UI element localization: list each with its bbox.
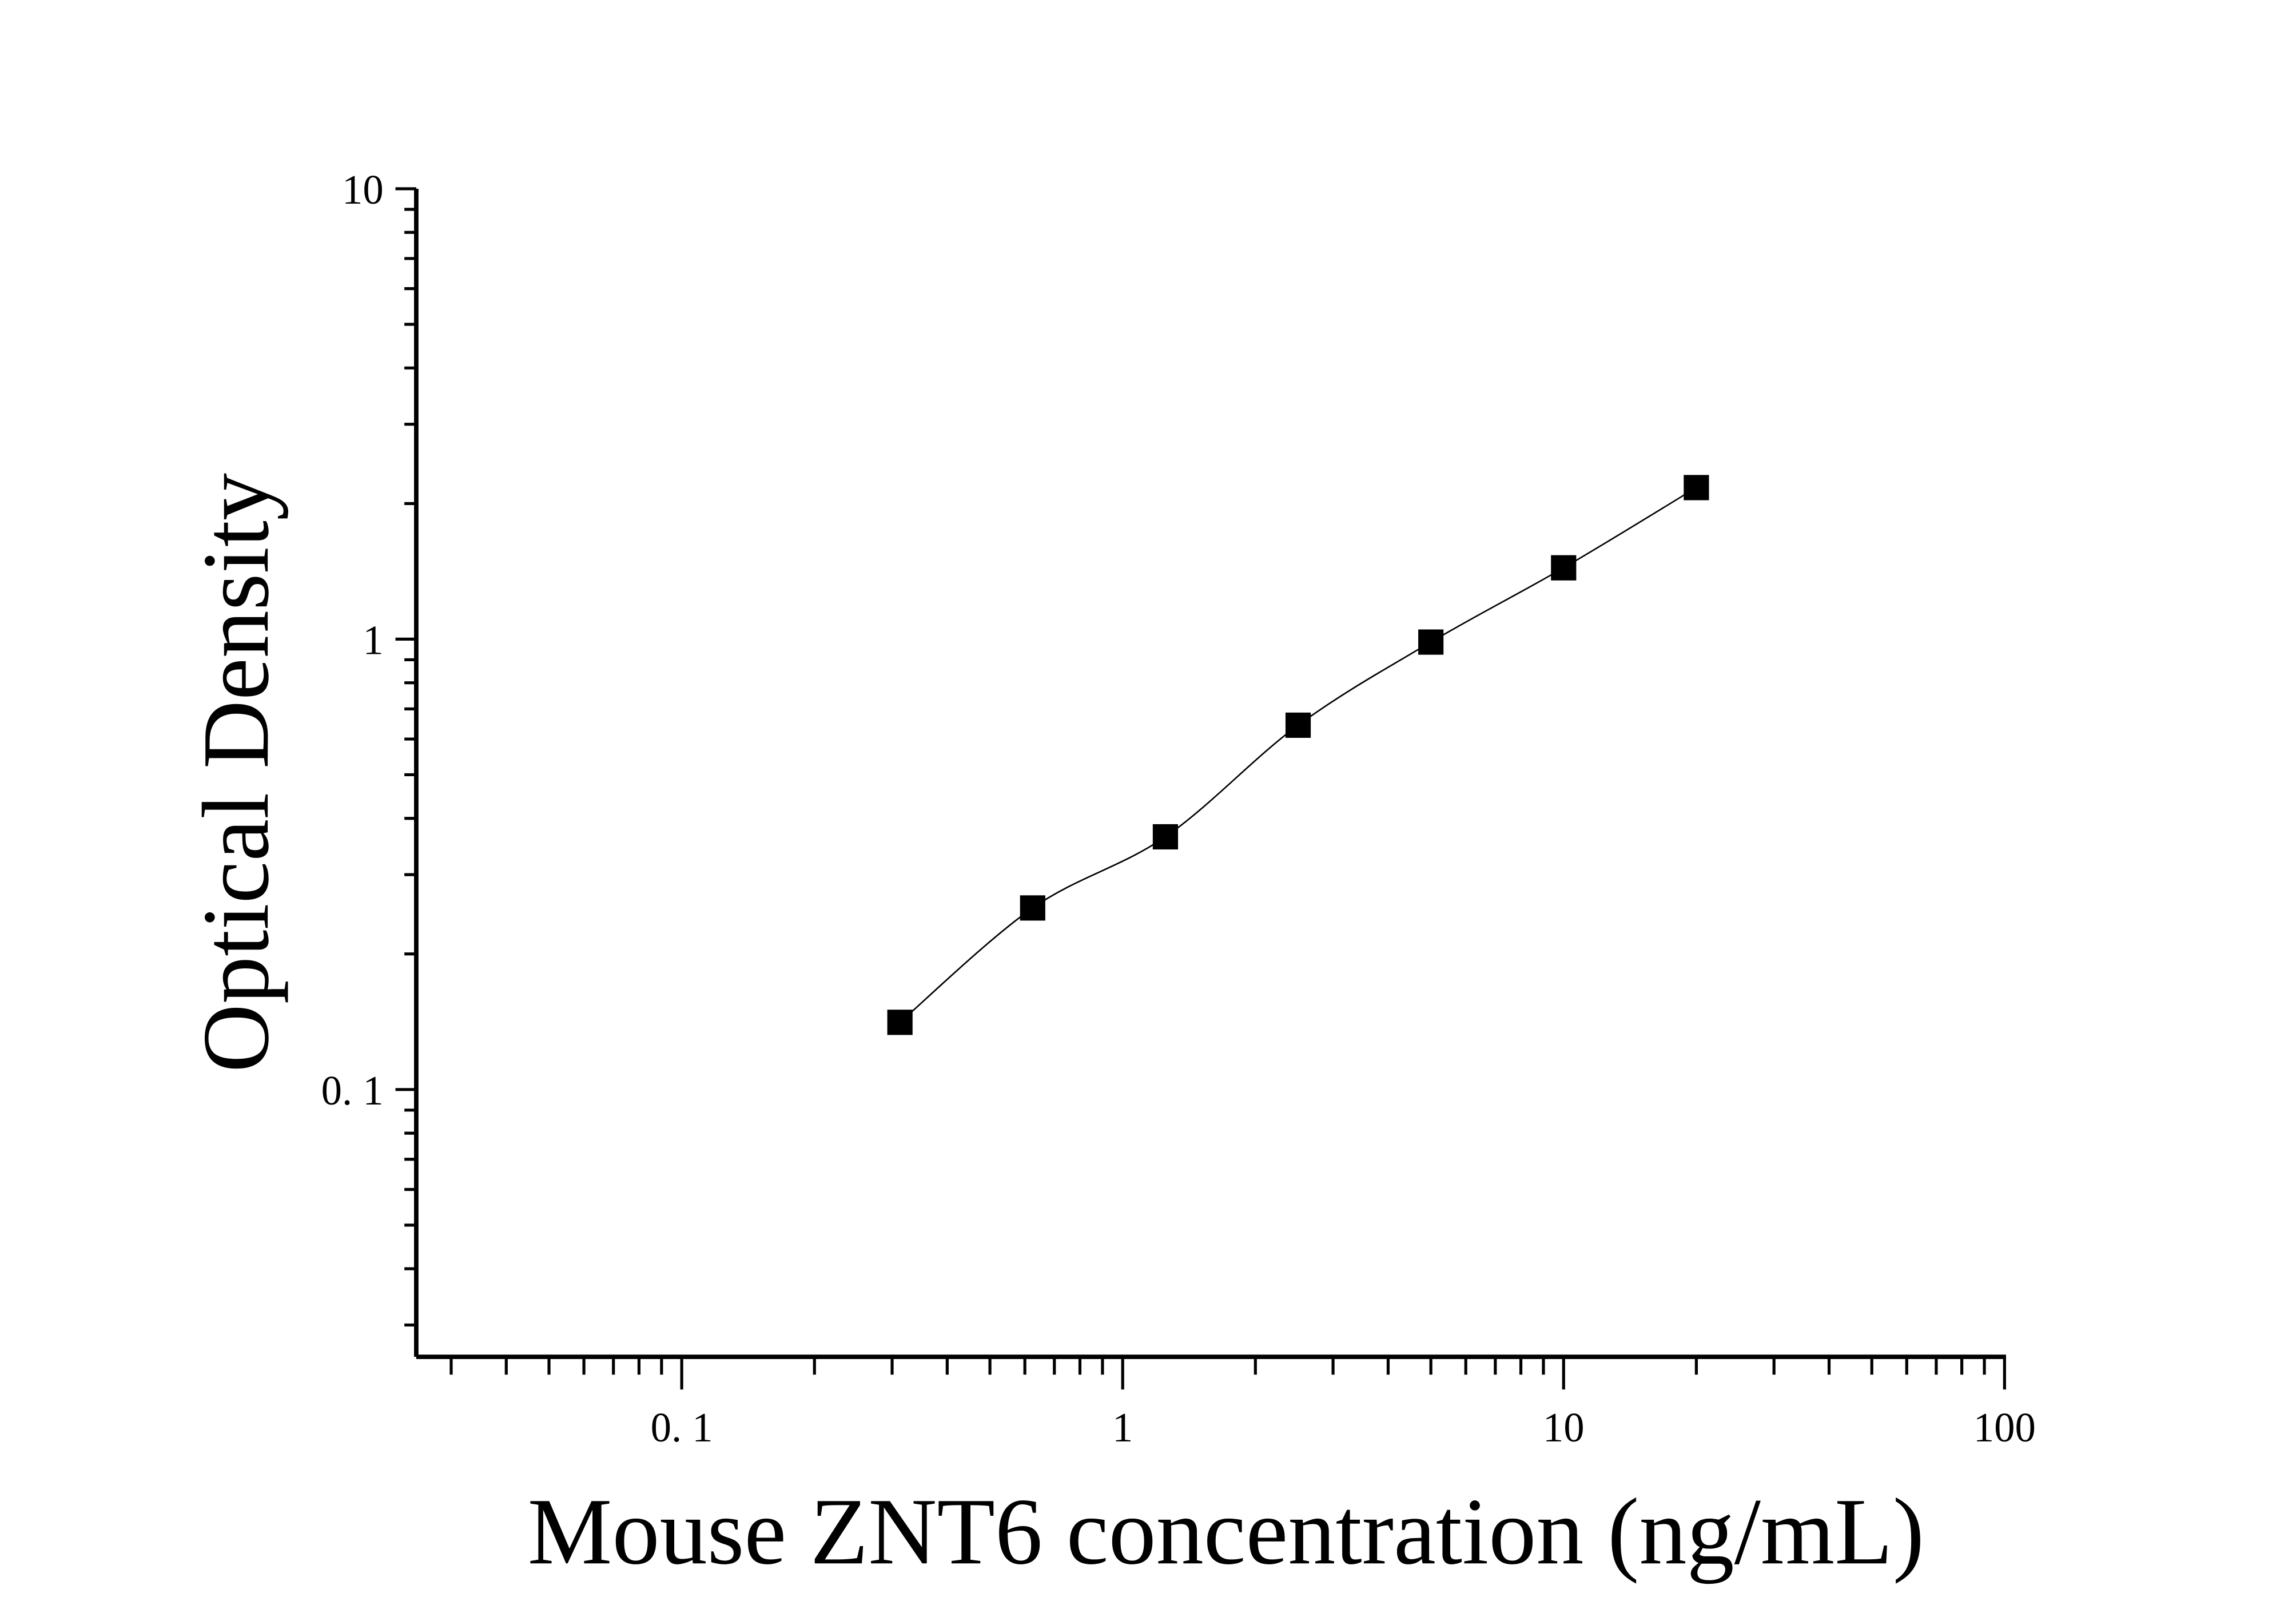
- x-tick-label: 0. 1: [651, 1404, 713, 1451]
- x-tick-label: 1: [1112, 1404, 1133, 1451]
- data-point: [1152, 824, 1179, 850]
- y-tick-label: 10: [342, 166, 384, 213]
- x-axis-label: Mouse ZNT6 concentration (ng/mL): [528, 1479, 1925, 1584]
- data-point: [1418, 629, 1444, 655]
- data-point: [887, 1010, 913, 1035]
- data-point: [1551, 555, 1577, 581]
- fit-curve: [899, 487, 1697, 1023]
- y-axis-label: Optical Density: [183, 473, 288, 1072]
- axes: [414, 188, 2006, 1360]
- data-point: [1285, 712, 1311, 738]
- data-point: [1020, 895, 1045, 921]
- data-points: [887, 475, 1709, 1035]
- y-tick-label: 1: [363, 617, 383, 663]
- x-tick-label: 100: [1973, 1404, 2036, 1451]
- ticks: 0. 1 1 10 100 0. 1 1 10: [321, 166, 2036, 1451]
- y-tick-label: 0. 1: [321, 1067, 384, 1114]
- data-point: [1684, 475, 1709, 500]
- x-tick-label: 10: [1543, 1404, 1585, 1451]
